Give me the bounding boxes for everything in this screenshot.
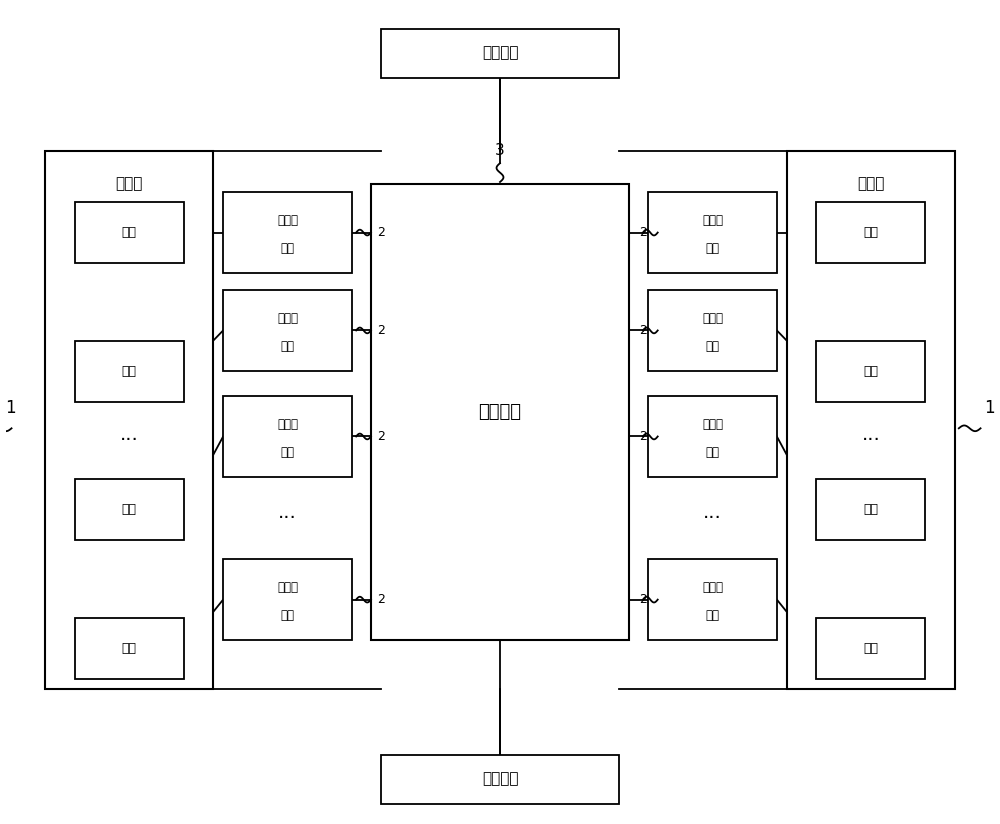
Text: 主控模块: 主控模块 [479, 403, 522, 421]
Text: 压力传: 压力传 [277, 418, 298, 431]
Bar [816, 480, 925, 541]
Bar [75, 340, 184, 402]
Text: 2: 2 [377, 324, 385, 337]
Text: ···: ··· [861, 431, 880, 450]
Text: 3: 3 [495, 143, 505, 158]
Bar [816, 618, 925, 679]
Bar [75, 618, 184, 679]
Text: ···: ··· [278, 508, 297, 527]
Text: 电芯组: 电芯组 [116, 176, 143, 191]
Bar [75, 202, 184, 263]
Text: 感器: 感器 [706, 610, 720, 622]
Text: 压力传: 压力传 [702, 213, 723, 227]
Text: 输出负极: 输出负极 [482, 771, 518, 787]
Bar [45, 151, 213, 690]
Bar [223, 192, 352, 274]
Text: 压力传: 压力传 [277, 213, 298, 227]
Text: 压力传: 压力传 [277, 581, 298, 594]
Text: 电芯: 电芯 [122, 226, 137, 239]
Bar [75, 480, 184, 541]
Text: 输出正极: 输出正极 [482, 45, 518, 61]
Text: 电芯: 电芯 [863, 503, 878, 517]
Text: 感器: 感器 [706, 242, 720, 255]
Text: 1: 1 [984, 399, 995, 417]
Text: 2: 2 [377, 430, 385, 443]
Bar [648, 290, 777, 372]
Text: 2: 2 [377, 226, 385, 239]
Text: 电芯: 电芯 [122, 503, 137, 517]
Text: 感器: 感器 [280, 340, 294, 353]
Bar [223, 559, 352, 640]
Text: 1: 1 [5, 399, 16, 417]
Bar [223, 290, 352, 372]
Text: ···: ··· [120, 431, 139, 450]
Text: 感器: 感器 [280, 610, 294, 622]
Bar [648, 192, 777, 274]
Text: 2: 2 [377, 593, 385, 606]
Text: 2: 2 [639, 593, 647, 606]
Text: 电芯: 电芯 [122, 642, 137, 655]
Bar [816, 202, 925, 263]
Bar [371, 184, 629, 640]
Text: 电芯组: 电芯组 [857, 176, 884, 191]
Bar [648, 396, 777, 477]
Text: 感器: 感器 [280, 447, 294, 459]
Text: 电芯: 电芯 [863, 642, 878, 655]
Text: 压力传: 压力传 [702, 311, 723, 325]
Text: 电芯: 电芯 [122, 365, 137, 377]
Text: 感器: 感器 [706, 447, 720, 459]
Text: 压力传: 压力传 [702, 581, 723, 594]
Bar [381, 755, 619, 803]
Text: ···: ··· [703, 508, 722, 527]
Bar [816, 340, 925, 402]
Text: 压力传: 压力传 [702, 418, 723, 431]
Text: 电芯: 电芯 [863, 365, 878, 377]
Bar [381, 29, 619, 77]
Text: 感器: 感器 [280, 242, 294, 255]
Bar [223, 396, 352, 477]
Text: 2: 2 [639, 324, 647, 337]
Text: 感器: 感器 [706, 340, 720, 353]
Text: 2: 2 [639, 430, 647, 443]
Bar [648, 559, 777, 640]
Bar [787, 151, 955, 690]
Text: 2: 2 [639, 226, 647, 239]
Text: 压力传: 压力传 [277, 311, 298, 325]
Text: 电芯: 电芯 [863, 226, 878, 239]
